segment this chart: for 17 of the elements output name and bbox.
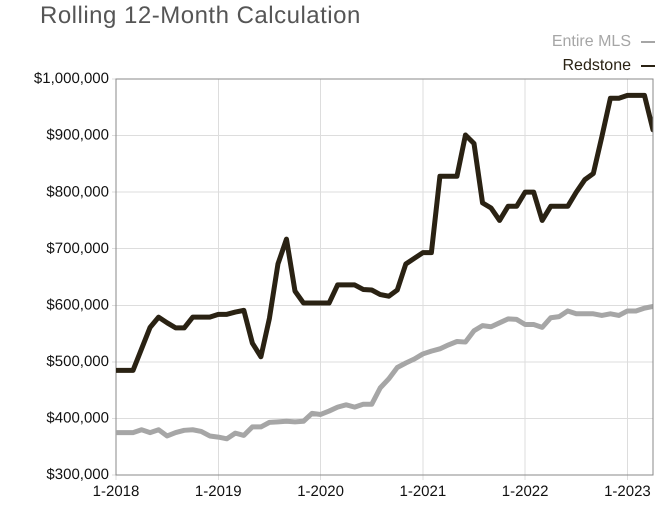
x-tick-label: 1-2018 [92, 483, 140, 500]
y-tick-label: $300,000 [46, 466, 109, 484]
y-tick-label: $1,000,000 [34, 70, 109, 88]
x-tick-label: 1-2023 [604, 483, 651, 500]
y-tick-label: $500,000 [46, 353, 109, 370]
x-tick-label: 1-2020 [297, 483, 344, 500]
x-tick-label: 1-2019 [194, 483, 242, 500]
y-tick-label: $400,000 [46, 410, 109, 427]
legend-label: Entire MLS [552, 33, 631, 51]
x-tick-label: 1-2022 [502, 483, 548, 500]
chart-title: Rolling 12-Month Calculation [40, 2, 361, 30]
y-tick-label: $700,000 [46, 240, 109, 257]
x-tick-label: 1-2021 [400, 483, 446, 500]
y-tick-label: $800,000 [46, 183, 109, 200]
y-tick-label: $600,000 [46, 296, 109, 314]
y-tick-label: $900,000 [46, 126, 109, 144]
legend-label: Redstone [562, 57, 631, 75]
